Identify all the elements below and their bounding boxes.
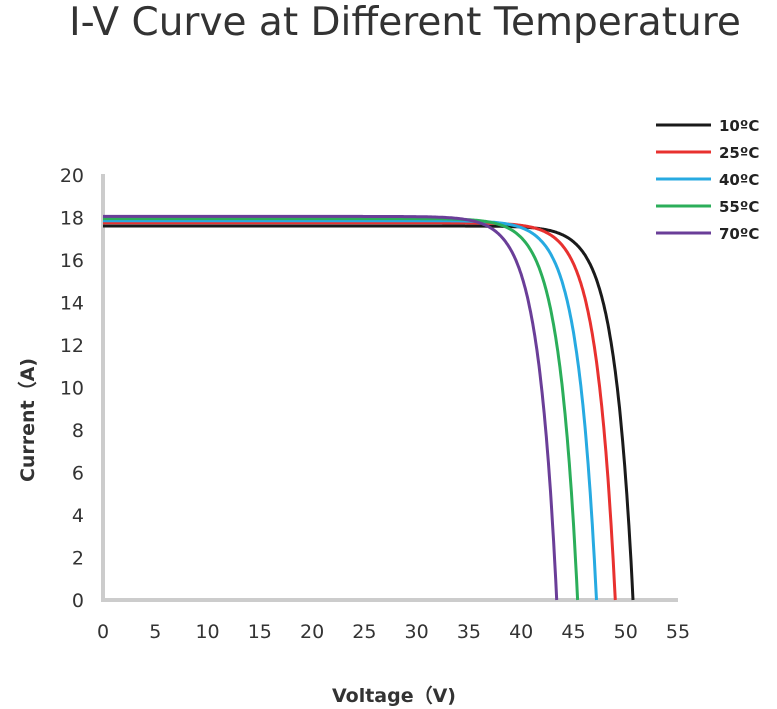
x-tick-label: 35 [457, 621, 481, 643]
y-tick-label: 2 [72, 548, 84, 570]
y-tick-label: 18 [60, 208, 84, 230]
y-axis-label: Current（A) [16, 358, 39, 482]
y-tick-label: 4 [72, 505, 84, 527]
y-tick-label: 12 [60, 335, 84, 357]
y-tick-label: 0 [72, 590, 84, 612]
x-tick-label: 5 [149, 621, 161, 643]
y-tick-label: 16 [60, 250, 84, 272]
y-tick-label: 10 [60, 378, 84, 400]
series-line-70c [103, 214, 559, 601]
series-line-55c [103, 217, 580, 601]
y-tick-label: 14 [60, 293, 84, 315]
x-tick-label: 0 [97, 621, 109, 643]
series-line-10c [103, 224, 635, 601]
x-tick-label: 25 [352, 621, 376, 643]
y-tick-label: 6 [72, 463, 84, 485]
x-axis-label: Voltage（V) [332, 684, 456, 707]
legend-label: 55ºC [719, 198, 759, 216]
chart-title: I-V Curve at Different Temperature [69, 0, 741, 45]
series-line-25c [103, 221, 617, 601]
legend-label: 40ºC [719, 171, 759, 189]
x-tick-label: 45 [561, 621, 585, 643]
x-tick-label: 30 [405, 621, 429, 643]
legend-label: 10ºC [719, 117, 759, 135]
series-line-40c [103, 219, 598, 601]
x-tick-label: 55 [666, 621, 690, 643]
y-tick-label: 20 [60, 165, 84, 187]
legend-label: 70ºC [719, 225, 759, 243]
y-tick-label: 8 [72, 420, 84, 442]
x-tick-label: 50 [614, 621, 638, 643]
x-tick-label: 40 [509, 621, 533, 643]
x-tick-label: 20 [300, 621, 324, 643]
x-tick-label: 15 [248, 621, 272, 643]
x-tick-label: 10 [195, 621, 219, 643]
legend-label: 25ºC [719, 144, 759, 162]
